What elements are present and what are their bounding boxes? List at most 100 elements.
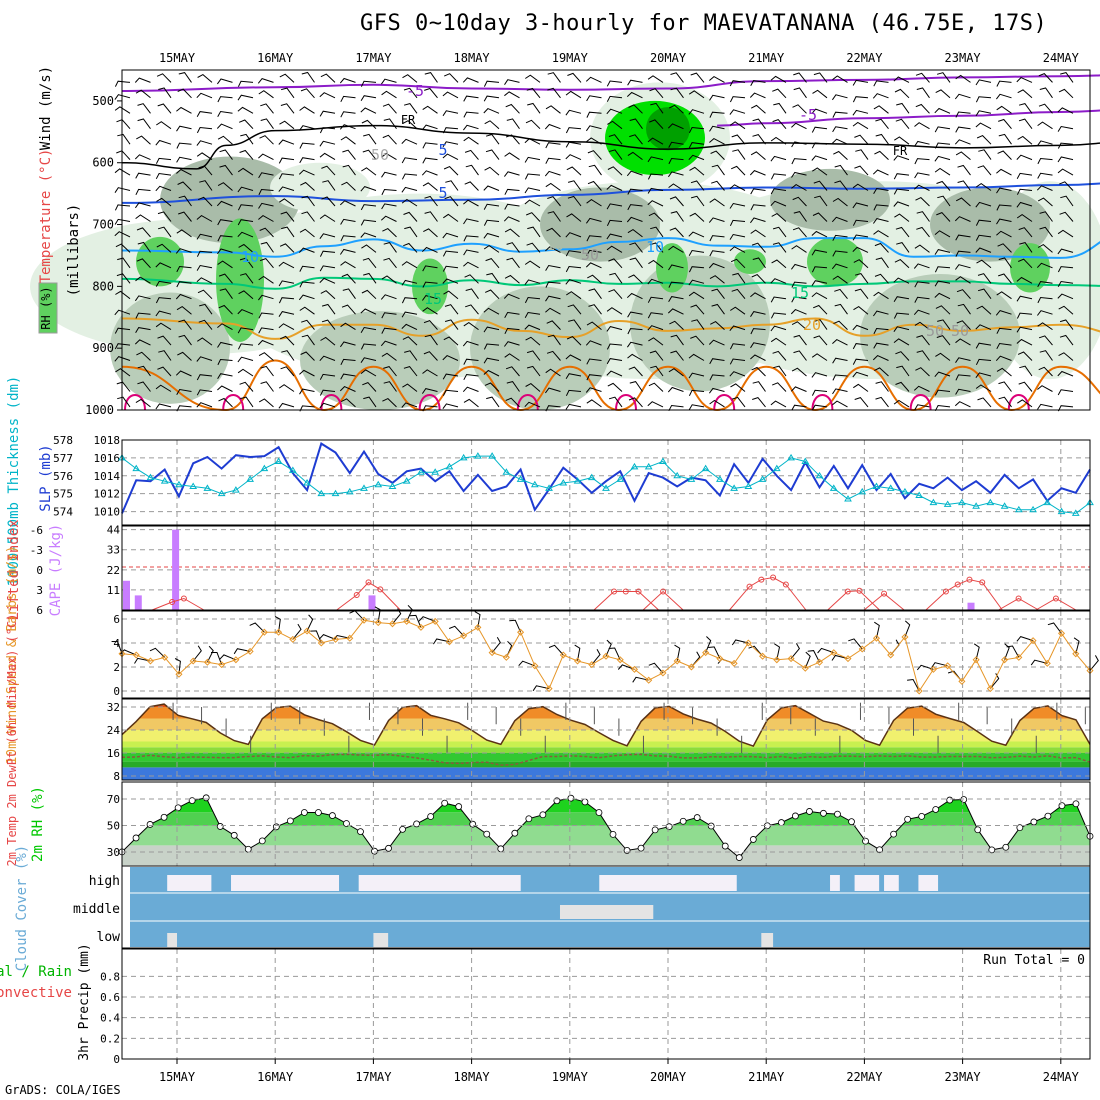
wind-speed-point xyxy=(887,651,895,659)
upper-wind-barb xyxy=(586,95,602,102)
upper-wind-barb xyxy=(792,196,807,207)
upper-wind-barb xyxy=(155,297,172,304)
upper-wind-barb xyxy=(199,303,213,315)
upper-wind-barb xyxy=(793,87,807,99)
upper-wind-barb xyxy=(505,366,520,377)
wind-speed-point xyxy=(246,647,254,655)
upper-wind-barb xyxy=(239,381,254,392)
upper-wind-barb xyxy=(383,242,397,253)
thickness-point xyxy=(972,502,981,509)
upper-wind-barb xyxy=(1059,334,1074,346)
wind10m-axis-label: 10m Wind Speed & Barbs (m/s) xyxy=(5,545,20,764)
upper-wind-barb xyxy=(566,166,582,176)
thickness-point xyxy=(772,464,781,472)
precip-tick-label: 0.6 xyxy=(100,991,120,1004)
upper-wind-barb xyxy=(237,186,254,193)
thickness-tick-label: 574 xyxy=(53,506,73,519)
upper-wind-barb xyxy=(114,327,131,334)
rh2m-point xyxy=(427,813,435,820)
rh2m-point xyxy=(665,823,673,831)
upper-wind-barb xyxy=(872,218,889,224)
upper-wind-barb xyxy=(258,312,274,319)
upper-wind-barb xyxy=(606,358,623,365)
upper-wind-barb xyxy=(893,296,910,303)
upper-wind-barb xyxy=(339,248,356,255)
upper-wind-barb xyxy=(360,326,377,333)
upper-wind-barb xyxy=(567,304,582,315)
upper-wind-barb xyxy=(1058,88,1074,99)
upper-wind-barb xyxy=(791,141,807,148)
wind-speed-point xyxy=(958,677,966,685)
rh-shading xyxy=(930,187,1050,262)
upper-wind-barb xyxy=(114,80,131,87)
upper-wind-barb xyxy=(812,167,828,176)
wind-speed-point xyxy=(1043,659,1051,667)
contour-label: 15 xyxy=(791,284,809,302)
upper-wind-barb xyxy=(853,305,869,315)
upper-wind-barb xyxy=(281,350,295,361)
rh-shading xyxy=(160,156,300,244)
contour-label: 5 xyxy=(438,184,447,202)
pressure-tick-label: 800 xyxy=(92,279,114,293)
upper-wind-barb xyxy=(711,164,725,176)
upper-wind-barb xyxy=(401,323,418,331)
surface-wind-barb xyxy=(904,620,911,638)
rh2m-point xyxy=(862,837,869,845)
upper-wind-barb xyxy=(894,136,910,145)
wind-speed-point xyxy=(588,661,596,669)
upper-wind-barb xyxy=(525,336,541,346)
upper-wind-barb xyxy=(484,166,500,176)
upper-wind-barb xyxy=(422,182,438,191)
upper-wind-barb xyxy=(483,80,500,87)
wind-speed-point xyxy=(1001,656,1009,664)
upper-wind-barb xyxy=(608,134,623,145)
upper-wind-barb xyxy=(834,303,848,315)
upper-wind-barb xyxy=(976,259,992,269)
upper-wind-barb xyxy=(462,386,479,393)
thickness-point xyxy=(744,482,753,490)
upper-wind-barb xyxy=(1058,352,1074,361)
upper-wind-barb xyxy=(872,169,889,176)
upper-wind-barb xyxy=(258,202,274,209)
upper-wind-barb xyxy=(709,198,725,207)
upper-wind-barb xyxy=(997,243,1012,253)
upper-wind-barb xyxy=(339,77,356,84)
upper-wind-barb xyxy=(464,274,479,284)
rh-shading xyxy=(770,168,890,231)
lifted-tick-label: 0 xyxy=(36,564,43,577)
date-label-bottom: 22MAY xyxy=(846,1070,883,1084)
upper-wind-barb xyxy=(709,399,725,408)
upper-wind-barb xyxy=(281,226,295,238)
upper-wind-barb xyxy=(258,153,274,161)
upper-wind-barb xyxy=(627,328,643,335)
precip-convective-label: Convective xyxy=(0,985,72,1001)
upper-wind-barb xyxy=(875,118,889,130)
upper-wind-barb xyxy=(155,157,172,164)
dewpoint-line xyxy=(121,753,1091,766)
upper-wind-barb xyxy=(175,370,192,377)
upper-wind-barb xyxy=(135,172,151,179)
upper-wind-barb xyxy=(585,340,602,346)
upper-wind-barb xyxy=(545,405,561,412)
surface-wind-barb xyxy=(916,664,934,671)
rh2m-point xyxy=(132,834,140,842)
upper-wind-barb xyxy=(546,320,561,330)
upper-wind-barb xyxy=(934,142,951,149)
upper-wind-barb xyxy=(647,173,664,180)
rh-legend-swatch xyxy=(38,282,58,334)
rh2m-point xyxy=(174,804,182,812)
upper-wind-barb xyxy=(751,274,766,284)
upper-wind-barb xyxy=(998,133,1012,145)
wind-speed-point xyxy=(787,655,795,663)
rh2m-point xyxy=(988,846,996,854)
upper-wind-barb xyxy=(463,199,479,207)
upper-wind-barb xyxy=(913,309,930,316)
thickness-point xyxy=(175,480,183,488)
upper-wind-barb xyxy=(852,324,869,331)
upper-wind-barb xyxy=(463,95,479,102)
upper-wind-barb xyxy=(913,263,930,269)
rh2m-point xyxy=(469,820,477,828)
upper-wind-barb xyxy=(1017,351,1033,361)
upper-wind-barb xyxy=(239,273,254,284)
wind-speed-point xyxy=(659,669,667,677)
